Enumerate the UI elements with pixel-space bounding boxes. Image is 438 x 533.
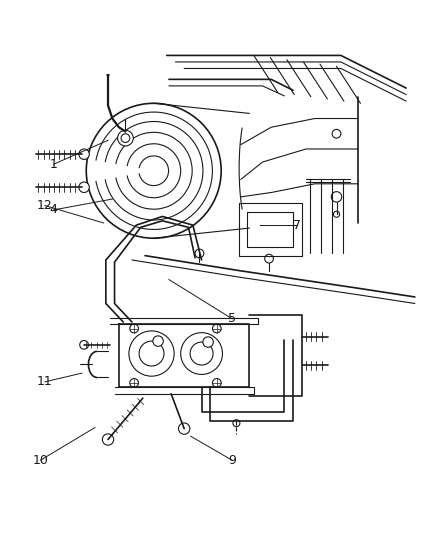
Circle shape <box>153 336 163 346</box>
Text: 10: 10 <box>32 454 49 467</box>
Circle shape <box>203 337 213 348</box>
Text: 9: 9 <box>228 454 236 467</box>
Text: 5: 5 <box>228 312 236 325</box>
Text: 7: 7 <box>293 219 301 232</box>
Circle shape <box>79 149 89 159</box>
Circle shape <box>195 249 204 258</box>
Circle shape <box>117 130 133 146</box>
Text: 12: 12 <box>37 199 53 212</box>
Circle shape <box>79 182 89 192</box>
Text: 11: 11 <box>37 375 53 389</box>
Text: 1: 1 <box>49 158 57 171</box>
Text: 4: 4 <box>49 204 57 216</box>
